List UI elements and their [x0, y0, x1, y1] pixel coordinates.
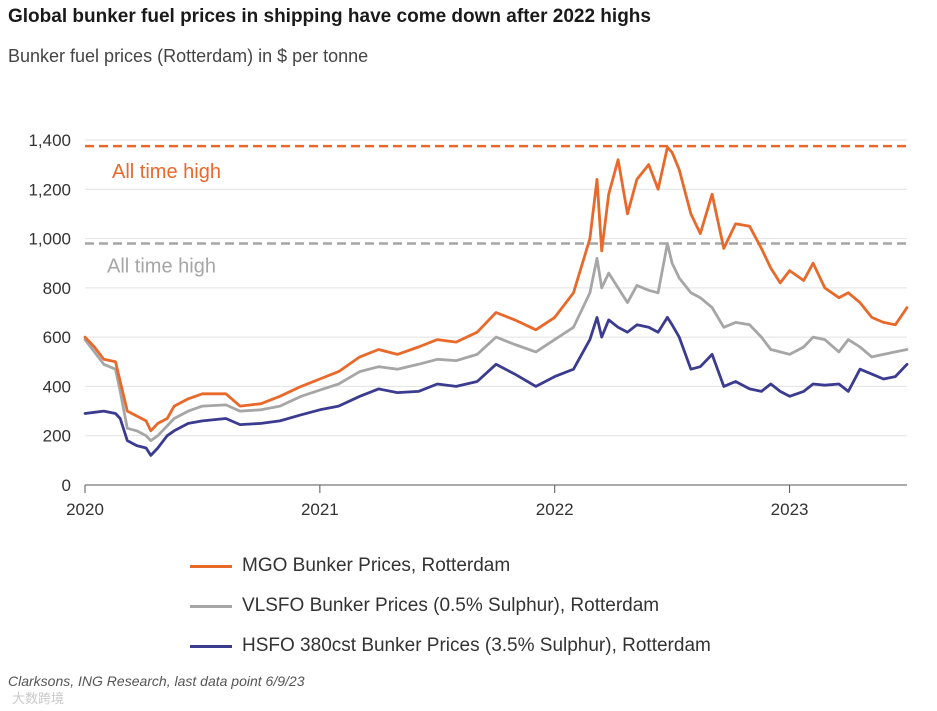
series-line-1 [83, 242, 909, 442]
y-tick-label: 400 [43, 377, 71, 396]
all-time-high-label: All time high [112, 161, 221, 183]
x-tick-label: 2021 [301, 500, 339, 519]
legend: MGO Bunker Prices, Rotterdam VLSFO Bunke… [190, 546, 711, 666]
y-tick-label: 200 [43, 427, 71, 446]
series-line-0 [83, 146, 909, 433]
grid-lines [85, 139, 907, 437]
y-tick-label: 1,000 [28, 230, 71, 249]
x-tick-label: 2023 [771, 500, 809, 519]
y-tick-label: 1,400 [28, 131, 71, 150]
watermark: 大数跨境 [12, 691, 65, 706]
y-tick-label: 0 [62, 476, 71, 495]
y-tick-label: 1,200 [28, 180, 71, 199]
legend-item-hsfo: HSFO 380cst Bunker Prices (3.5% Sulphur)… [190, 626, 711, 666]
reference-lines: All time high All time high [85, 144, 907, 278]
axes: 0 200 400 600 800 1,000 1,200 1,400 2020 2021 2022… [28, 131, 907, 519]
legend-swatch-hsfo [190, 644, 232, 648]
y-tick-label: 600 [43, 328, 71, 347]
legend-label-hsfo: HSFO 380cst Bunker Prices (3.5% Sulphur)… [242, 635, 711, 656]
all-time-high-label: All time high [107, 256, 216, 278]
legend-label-mgo: MGO Bunker Prices, Rotterdam [242, 555, 511, 576]
legend-item-mgo: MGO Bunker Prices, Rotterdam [190, 546, 711, 586]
series-lines [83, 146, 909, 457]
legend-swatch-mgo [190, 564, 232, 568]
line-chart: All time high All time high 0 200 400 600 800… [28, 131, 909, 519]
legend-swatch-vlsfo [190, 604, 232, 608]
source-note: Clarksons, ING Research, last data point… [8, 673, 305, 689]
y-tick-label: 800 [43, 279, 71, 298]
chart-title: Global bunker fuel prices in shipping ha… [8, 6, 651, 27]
series-line-2 [83, 316, 909, 457]
legend-item-vlsfo: VLSFO Bunker Prices (0.5% Sulphur), Rott… [190, 586, 711, 626]
chart-subtitle: Bunker fuel prices (Rotterdam) in $ per … [8, 46, 369, 66]
legend-label-vlsfo: VLSFO Bunker Prices (0.5% Sulphur), Rott… [242, 595, 660, 616]
x-tick-label: 2022 [536, 500, 574, 519]
x-tick-label: 2020 [66, 500, 104, 519]
